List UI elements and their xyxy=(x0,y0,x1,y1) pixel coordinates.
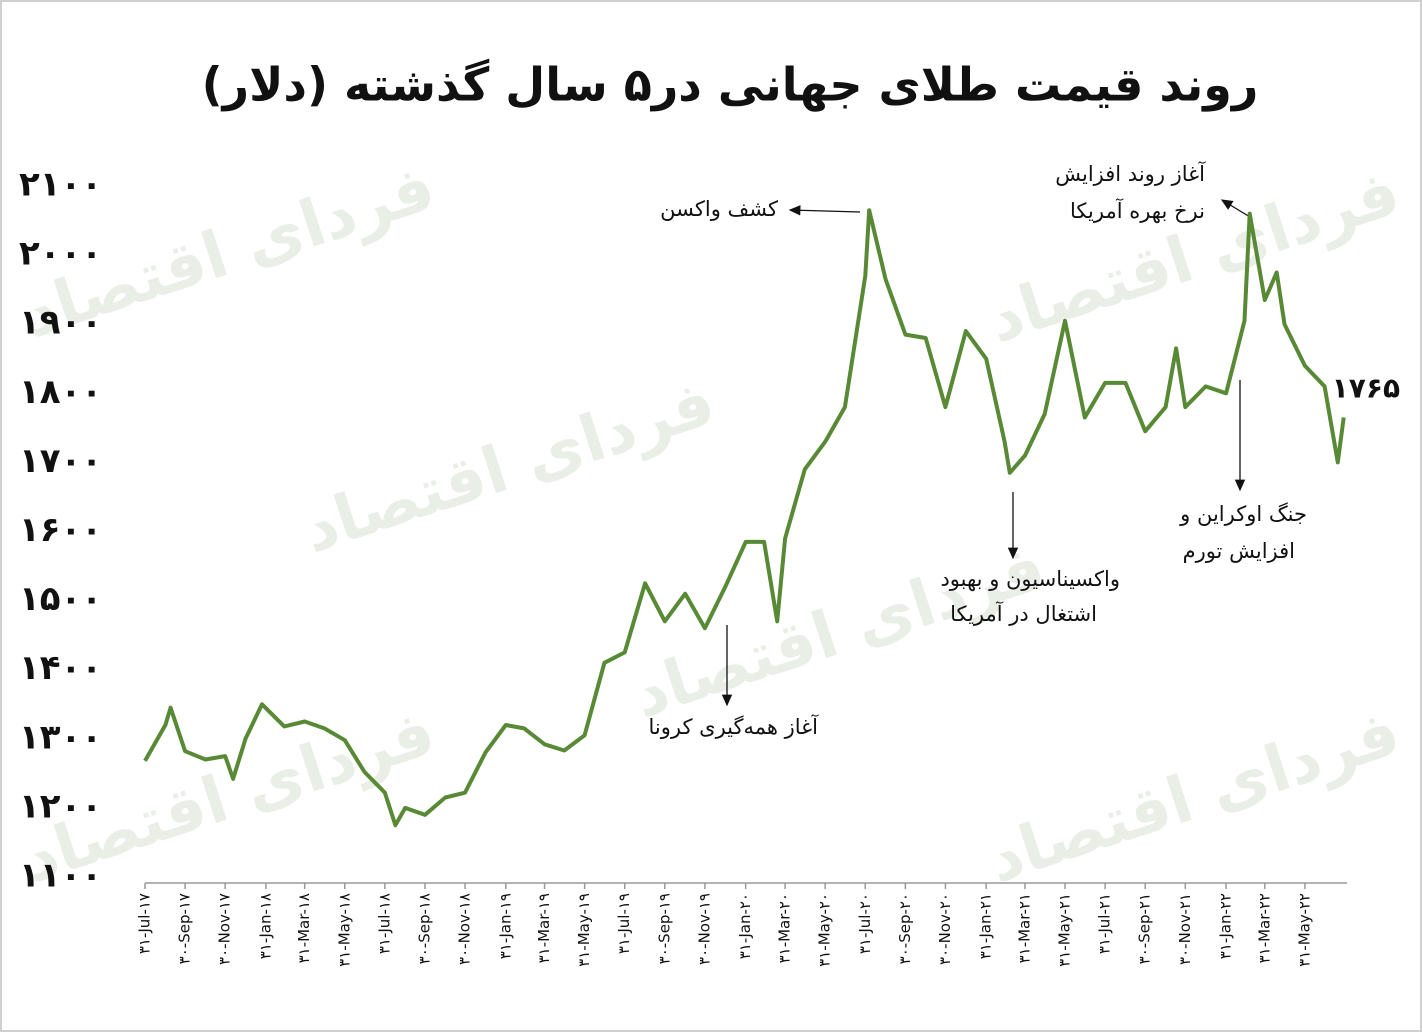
y-tick-label: ۱۸۰۰ xyxy=(19,372,102,412)
x-tick-label: ۳۰-Nov-۱۹ xyxy=(695,893,713,965)
x-tick-label: ۳۱-Jul-۱۸ xyxy=(375,893,393,954)
x-tick-label: ۳۰-Nov-۱۷ xyxy=(216,893,234,965)
x-tick-label: ۳۱-Jul-۱۷ xyxy=(136,893,154,954)
x-tick-label: ۳۰-Sep-۲۱ xyxy=(1136,893,1154,964)
x-tick-label: ۳۰-Nov-۱۸ xyxy=(456,893,474,965)
x-tick-label: ۳۱-Jul-۲۰ xyxy=(856,893,874,954)
y-tick-label: ۱۵۰۰ xyxy=(19,579,102,619)
x-tick-label: ۳۰-Sep-۱۸ xyxy=(415,893,433,964)
x-tick-label: ۳۰-Sep-۲۰ xyxy=(896,893,914,964)
x-tick-label: ۳۱-Mar-۲۱ xyxy=(1015,893,1033,963)
price-line xyxy=(143,208,1346,828)
annotations xyxy=(721,199,1251,707)
x-tick-label: ۳۱-Mar-۱۹ xyxy=(535,893,553,963)
x-tick-label: ۳۱-May-۲۲ xyxy=(1295,893,1313,967)
x-tick-label: ۳۱-May-۲۱ xyxy=(1056,893,1074,967)
x-tick-label: ۳۱-Jul-۱۹ xyxy=(615,893,633,954)
annotation: آغاز همه‌گیری کرونا xyxy=(648,714,819,739)
x-tick-label: ۳۱-Jan-۱۸ xyxy=(256,893,274,959)
y-tick-label: ۱۹۰۰ xyxy=(19,303,102,343)
annotation: کشف واکسن xyxy=(660,197,778,221)
x-tick-label: ۳۰-Sep-۱۷ xyxy=(176,893,194,964)
x-tick-label: ۳۱-Mar-۱۸ xyxy=(295,893,313,963)
chart-title: روند قیمت طلای جهانی در۵ سال گذشته (دلار… xyxy=(202,58,1259,112)
annotation: اشتغال در آمریکا xyxy=(950,601,1097,626)
end-label: ۱۷۶۵ xyxy=(1332,371,1400,404)
x-tick-label: ۳۱-Jan-۱۹ xyxy=(496,893,514,959)
annotation: آغاز روند افزایش xyxy=(1055,161,1206,186)
x-tick-label: ۳۰-Sep-۱۹ xyxy=(655,893,673,964)
annotation: نرخ بهره آمریکا xyxy=(1070,198,1205,223)
annotation: واکسیناسیون و بهبود xyxy=(940,567,1120,591)
x-tick-label: ۳۰-Nov-۲۱ xyxy=(1176,893,1194,965)
annotation: جنگ اوکراین و xyxy=(1179,502,1307,526)
y-tick-label: ۲۰۰۰ xyxy=(19,234,102,274)
x-tick-label: ۳۱-Jan-۲۰ xyxy=(736,893,754,959)
x-tick-label: ۳۱-May-۲۰ xyxy=(816,893,834,967)
y-tick-label: ۱۱۰۰ xyxy=(19,856,102,896)
x-tick-label: ۳۱-Jan-۲۲ xyxy=(1217,893,1235,959)
annotation-arrow xyxy=(1220,199,1251,218)
x-tick-label: ۳۱-Mar-۲۰ xyxy=(776,893,794,963)
x-tick-label: ۳۱-Mar-۲۲ xyxy=(1255,893,1273,963)
y-tick-label: ۱۴۰۰ xyxy=(19,648,102,688)
y-tick-label: ۱۲۰۰ xyxy=(19,786,102,826)
x-tick-label: ۳۱-May-۱۸ xyxy=(335,893,353,967)
y-tick-label: ۲۱۰۰ xyxy=(19,165,102,205)
y-tick-label: ۱۳۰۰ xyxy=(19,717,102,757)
x-tick-label: ۳۱-May-۱۹ xyxy=(575,893,593,967)
annotation-arrow xyxy=(788,205,861,216)
annotation: افزایش تورم xyxy=(1183,539,1295,563)
y-tick-label: ۱۶۰۰ xyxy=(19,510,102,550)
x-tick-label: ۳۱-Jan-۲۱ xyxy=(977,893,995,959)
y-tick-label: ۱۷۰۰ xyxy=(19,441,102,481)
x-tick-label: ۳۱-Jul-۲۱ xyxy=(1096,893,1114,954)
x-tick-label: ۳۰-Nov-۲۰ xyxy=(936,893,954,965)
